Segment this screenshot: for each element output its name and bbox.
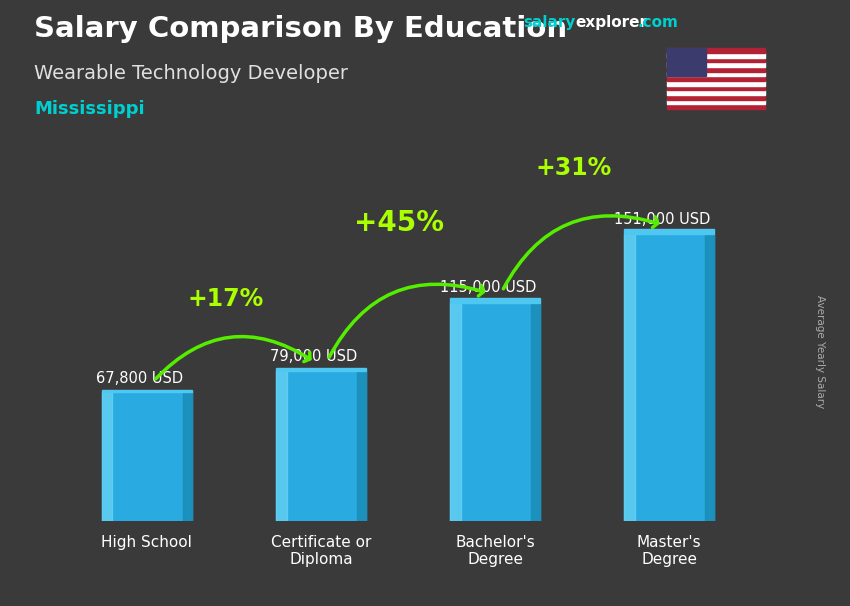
- Text: Salary Comparison By Education: Salary Comparison By Education: [34, 15, 567, 43]
- Text: 67,800 USD: 67,800 USD: [96, 371, 184, 385]
- Bar: [667, 72, 765, 76]
- Bar: [275, 371, 366, 521]
- Bar: [624, 235, 715, 521]
- Polygon shape: [275, 368, 366, 371]
- FancyArrowPatch shape: [329, 284, 484, 357]
- Bar: [667, 67, 765, 72]
- Bar: [667, 81, 765, 86]
- Bar: [667, 95, 765, 100]
- Bar: [667, 48, 706, 76]
- Text: Wearable Technology Developer: Wearable Technology Developer: [34, 64, 348, 82]
- Text: 79,000 USD: 79,000 USD: [270, 350, 358, 364]
- Bar: [183, 392, 192, 521]
- Bar: [667, 86, 765, 90]
- Text: explorer: explorer: [575, 15, 648, 30]
- Bar: [667, 58, 765, 62]
- Bar: [667, 100, 765, 104]
- Text: .com: .com: [638, 15, 678, 30]
- Bar: [357, 371, 366, 521]
- Text: 115,000 USD: 115,000 USD: [440, 280, 536, 295]
- FancyArrowPatch shape: [503, 216, 658, 289]
- Bar: [667, 53, 765, 58]
- Bar: [667, 48, 765, 53]
- Polygon shape: [450, 298, 541, 302]
- Bar: [667, 90, 765, 95]
- Text: Average Yearly Salary: Average Yearly Salary: [815, 295, 825, 408]
- Bar: [450, 302, 461, 521]
- Bar: [450, 302, 541, 521]
- Polygon shape: [624, 228, 715, 235]
- Polygon shape: [101, 390, 192, 392]
- Text: +17%: +17%: [187, 287, 264, 311]
- Text: +45%: +45%: [354, 209, 445, 237]
- Bar: [101, 392, 192, 521]
- Bar: [275, 371, 286, 521]
- Text: salary: salary: [523, 15, 575, 30]
- Bar: [667, 76, 765, 81]
- Text: Mississippi: Mississippi: [34, 100, 144, 118]
- Text: +31%: +31%: [536, 156, 611, 180]
- FancyArrowPatch shape: [156, 336, 310, 379]
- Bar: [101, 392, 112, 521]
- Bar: [706, 235, 715, 521]
- Bar: [531, 302, 541, 521]
- Bar: [667, 104, 765, 109]
- Bar: [624, 235, 635, 521]
- Text: 151,000 USD: 151,000 USD: [614, 211, 711, 227]
- Bar: [667, 62, 765, 67]
